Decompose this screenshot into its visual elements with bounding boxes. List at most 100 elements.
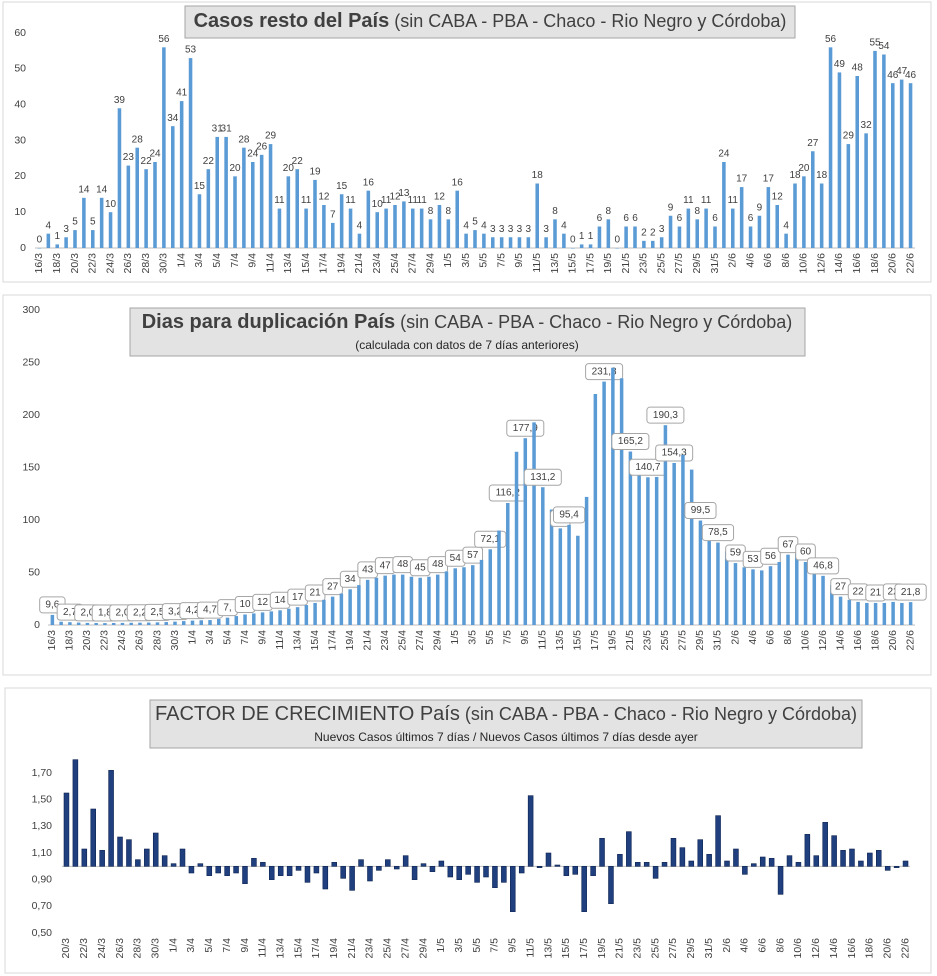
bar <box>873 602 878 625</box>
data-label: 16 <box>363 177 375 188</box>
x-tick-label: 27/4 <box>407 253 419 274</box>
x-tick-label: 23/5 <box>638 253 650 274</box>
x-tick-label: 1/4 <box>175 253 187 268</box>
bar <box>117 108 122 248</box>
x-tick-label: 5/5 <box>471 938 483 953</box>
y-tick-label: 20 <box>14 170 26 182</box>
x-tick-label: 3/5 <box>460 253 472 268</box>
bar <box>393 205 397 248</box>
bar <box>117 836 123 867</box>
bar <box>501 866 507 883</box>
x-tick-label: 23/4 <box>364 938 376 959</box>
bar <box>376 866 382 871</box>
bar <box>840 850 846 867</box>
x-tick-label: 12/6 <box>810 938 822 959</box>
bar <box>672 462 676 625</box>
bar <box>733 848 739 867</box>
bar <box>768 858 775 867</box>
bar <box>181 621 186 625</box>
x-tick-label: 27/5 <box>677 630 689 651</box>
bar <box>803 562 808 625</box>
y-tick-label: 40 <box>14 98 26 110</box>
bar <box>837 72 842 249</box>
bar <box>331 222 335 248</box>
x-tick-label: 18/6 <box>869 630 881 651</box>
bar <box>313 179 317 248</box>
bar <box>438 860 445 867</box>
bar <box>615 248 619 249</box>
bar <box>742 567 746 625</box>
bar <box>713 226 717 248</box>
x-tick-label: 10/6 <box>792 938 804 959</box>
bar <box>295 169 299 248</box>
bar <box>331 862 338 867</box>
bar <box>418 577 422 625</box>
y-tick-label: 1,50 <box>32 793 53 805</box>
bar <box>135 859 141 867</box>
bar <box>766 187 771 248</box>
data-label: 49 <box>834 59 846 70</box>
bar <box>724 860 730 867</box>
bar <box>544 237 548 248</box>
bar <box>269 611 274 625</box>
bar <box>260 862 266 867</box>
data-label: 116,2 <box>496 488 521 499</box>
bar <box>357 233 362 248</box>
x-tick-label: 28/3 <box>140 253 152 274</box>
bar <box>170 863 177 867</box>
x-tick-label: 15/4 <box>309 630 321 651</box>
data-label: 22 <box>203 156 215 167</box>
bar <box>199 620 204 625</box>
data-label: 1,8 <box>98 608 112 619</box>
bar <box>742 866 748 875</box>
x-tick-label: 16/3 <box>33 253 45 274</box>
x-tick-label: 9/4 <box>247 253 259 268</box>
data-label: 8 <box>606 206 612 217</box>
x-tick-label: 15/5 <box>572 630 584 651</box>
bar <box>668 215 673 248</box>
data-label: 4 <box>357 220 363 231</box>
y-tick-label: 1,70 <box>32 767 53 779</box>
bar <box>349 866 355 891</box>
data-label: 2 <box>641 227 647 238</box>
data-label: 6 <box>677 213 683 224</box>
x-tick-label: 21/5 <box>620 253 632 274</box>
bar <box>188 866 195 874</box>
label-box <box>646 406 685 424</box>
x-tick-label: 25/5 <box>649 938 661 959</box>
label-box <box>684 502 717 520</box>
bar <box>499 237 504 248</box>
bar <box>757 215 762 248</box>
x-tick-label: 8/6 <box>782 630 794 645</box>
bar <box>634 862 641 867</box>
data-label: 39 <box>114 95 126 106</box>
bar <box>733 563 738 625</box>
bar <box>759 856 766 867</box>
bar <box>322 866 329 890</box>
x-tick-label: 7/4 <box>221 938 233 953</box>
data-label: 12 <box>772 192 784 203</box>
data-label: 140,7 <box>635 462 660 473</box>
bar <box>94 623 98 625</box>
y-tick-label: 0 <box>34 619 40 631</box>
data-label: 17 <box>736 174 748 185</box>
data-label: 12 <box>389 192 401 203</box>
x-tick-label: 13/5 <box>554 630 566 651</box>
x-tick-label: 13/4 <box>282 253 294 274</box>
x-tick-label: 7/5 <box>502 630 514 645</box>
data-label: 3,2 <box>168 606 182 617</box>
data-label: 14 <box>96 184 108 195</box>
data-label: 28 <box>238 134 250 145</box>
bar <box>581 866 587 912</box>
bar <box>795 553 799 625</box>
bar <box>215 136 219 248</box>
bar <box>251 858 257 867</box>
bar <box>251 162 255 248</box>
data-label: 27 <box>327 581 339 592</box>
chart-title: FACTOR DE CRECIMIENTO País (sin CABA - PB… <box>155 703 857 725</box>
x-tick-label: 26/3 <box>134 630 146 651</box>
bar <box>367 866 373 882</box>
bar <box>751 569 755 625</box>
x-tick-label: 7/4 <box>229 253 241 268</box>
